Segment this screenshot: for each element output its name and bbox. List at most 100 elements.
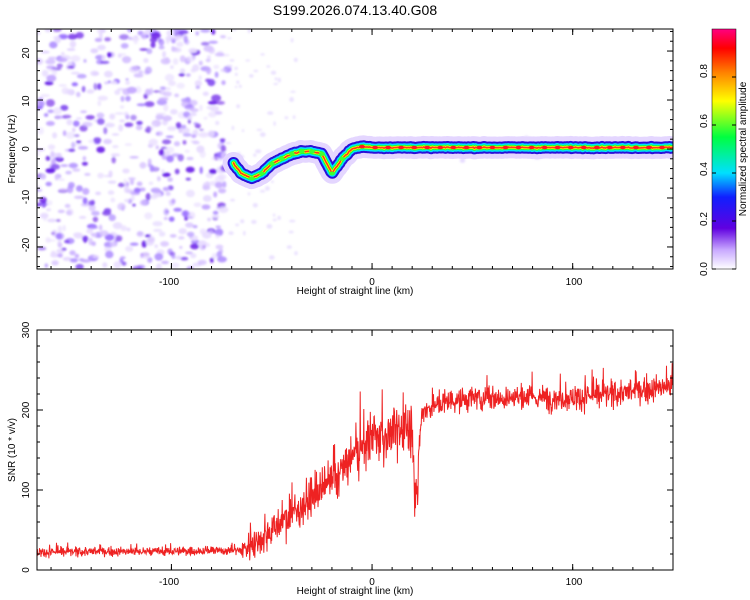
- noise-blob: [178, 236, 185, 240]
- noise-blob: [185, 177, 191, 181]
- noise-blob: [195, 31, 199, 36]
- noise-blob: [45, 181, 52, 187]
- noise-blob: [267, 111, 274, 115]
- noise-blob: [58, 84, 67, 87]
- noise-blob: [46, 208, 52, 212]
- noise-blob: [57, 242, 63, 248]
- noise-blob: [145, 88, 151, 96]
- noise-blob: [123, 178, 127, 186]
- noise-blob: [108, 214, 116, 222]
- noise-blob: [90, 48, 99, 54]
- noise-blob: [103, 138, 112, 145]
- noise-blob: [145, 126, 152, 134]
- noise-blob: [165, 38, 170, 45]
- noise-blob: [80, 259, 91, 263]
- noise-blob: [227, 37, 232, 40]
- noise-blob: [294, 251, 298, 256]
- bottom-tick-label-x-minus100: -100: [159, 577, 179, 588]
- noise-blob: [154, 252, 164, 261]
- noise-blob: [266, 65, 271, 68]
- noise-blob: [159, 86, 166, 90]
- snr-ticks: [37, 329, 674, 571]
- noise-blob: [290, 90, 296, 93]
- noise-blob: [52, 107, 62, 115]
- noise-blob: [247, 29, 251, 34]
- noise-blob: [235, 223, 240, 227]
- noise-blob: [208, 111, 217, 118]
- noise-blob: [62, 130, 67, 137]
- top-tick-label-x-0: 0: [369, 277, 375, 288]
- colorbar-tick-label-1: 0.2: [699, 212, 710, 226]
- bottom-x-axis-label: Height of straight line (km): [297, 586, 414, 597]
- noise-blob: [214, 181, 223, 189]
- noise-blob: [161, 169, 165, 174]
- noise-blob: [37, 127, 44, 135]
- noise-blob: [107, 190, 115, 195]
- noise-blob: [88, 204, 96, 212]
- ridge-bead: [398, 145, 405, 150]
- colorbar-gradient: [712, 29, 736, 269]
- noise-blob: [37, 202, 42, 207]
- noise-blob: [92, 255, 100, 259]
- noise-blob: [111, 133, 120, 136]
- noise-blob: [201, 204, 211, 210]
- noise-blob: [198, 60, 203, 66]
- noise-blob: [65, 131, 76, 139]
- noise-blob: [88, 237, 93, 246]
- noise-blob: [57, 209, 65, 214]
- noise-blob: [71, 82, 79, 87]
- noise-blob: [82, 187, 90, 195]
- noise-blob: [115, 235, 123, 242]
- ridge-signal: [222, 135, 673, 190]
- noise-blob: [213, 191, 218, 198]
- noise-blob: [231, 125, 235, 131]
- noise-blob: [100, 60, 110, 64]
- noise-blob: [206, 55, 211, 60]
- noise-blob: [256, 128, 263, 131]
- noise-blob: [62, 224, 66, 232]
- noise-blob: [64, 240, 70, 244]
- noise-blob: [155, 263, 162, 269]
- noise-blob: [163, 208, 170, 216]
- noise-blob: [138, 70, 144, 75]
- noise-blob: [162, 186, 170, 192]
- noise-blob: [199, 166, 203, 174]
- noise-blob: [207, 100, 218, 105]
- noise-blob: [149, 164, 155, 172]
- spectrogram-panel: -100 0 100 Height of straight line (km) …: [7, 28, 674, 297]
- noise-blob: [84, 172, 91, 176]
- noise-blob: [271, 180, 274, 183]
- noise-blob: [43, 215, 47, 222]
- noise-blob: [225, 142, 232, 145]
- noise-blob: [270, 70, 277, 75]
- noise-blob: [97, 29, 105, 35]
- noise-blob: [172, 58, 179, 65]
- noise-blob: [202, 195, 212, 202]
- noise-blob: [174, 35, 183, 40]
- noise-blob: [144, 101, 155, 107]
- colorbar-frame: [711, 28, 737, 270]
- noise-blob: [66, 48, 76, 51]
- noise-blob: [66, 119, 73, 126]
- noise-blob: [179, 55, 186, 63]
- noise-blob: [222, 181, 227, 188]
- noise-blob: [82, 156, 87, 161]
- noise-blob: [150, 32, 161, 39]
- noise-blob: [89, 226, 99, 229]
- noise-blob: [117, 88, 125, 91]
- noise-blob: [154, 167, 158, 170]
- ridge-bead: [318, 151, 325, 156]
- noise-blob: [182, 133, 192, 137]
- noise-blob: [173, 207, 182, 212]
- noise-blob: [167, 177, 173, 182]
- noise-blob: [234, 66, 239, 70]
- noise-blob: [70, 55, 81, 62]
- noise-blob: [74, 253, 80, 259]
- noise-blob: [204, 242, 211, 248]
- noise-blob: [73, 134, 80, 138]
- noise-blob: [284, 116, 289, 120]
- noise-blob: [220, 144, 226, 153]
- noise-blob: [214, 52, 225, 57]
- noise-blob: [253, 69, 259, 73]
